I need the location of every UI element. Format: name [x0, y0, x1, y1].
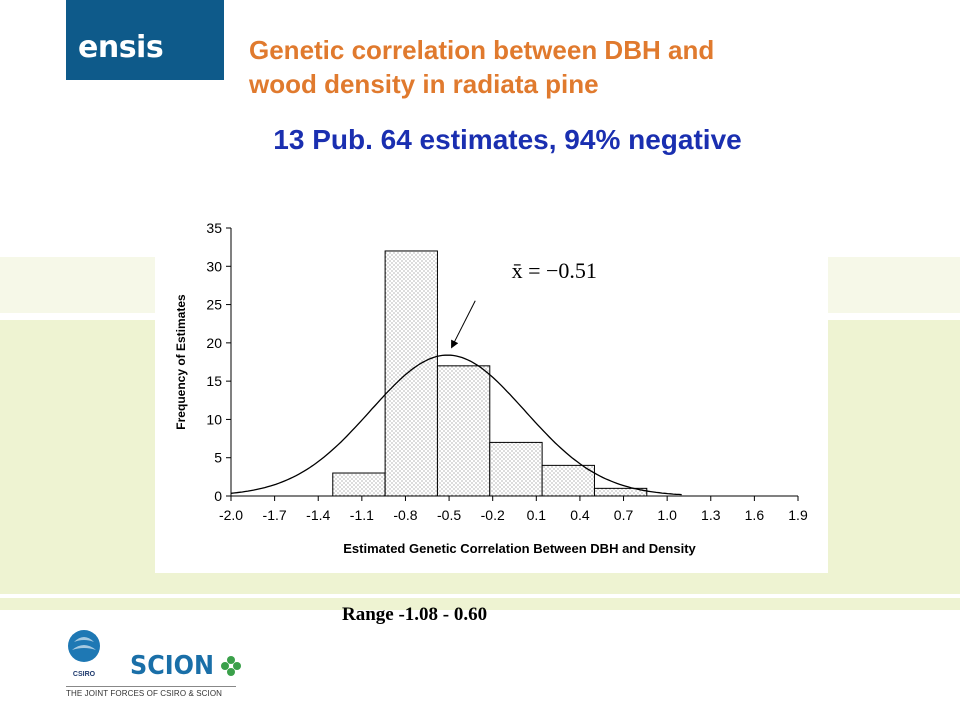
slide-title: Genetic correlation between DBH and wood…	[249, 33, 849, 101]
slide-subtitle: 13 Pub. 64 estimates, 94% negative	[273, 124, 742, 155]
histogram-bar	[541, 464, 595, 497]
x-tick-label: -1.4	[306, 507, 330, 523]
mean-annotation-arrow	[451, 300, 476, 349]
csiro-logo-text: CSIRO	[73, 671, 96, 678]
x-tick-label: 0.7	[614, 507, 634, 523]
y-tick-label: 5	[214, 450, 222, 466]
x-tick-label: -0.5	[437, 507, 461, 523]
mean-annotation: x̄ = −0.51	[512, 258, 597, 283]
slide-title-line2: wood density in radiata pine	[249, 69, 599, 99]
y-tick-label: 20	[206, 335, 222, 351]
histogram-bar	[436, 365, 491, 497]
x-axis-label: Estimated Genetic Correlation Between DB…	[343, 541, 696, 556]
joint-forces-text: THE JOINT FORCES OF CSIRO & SCION	[66, 689, 223, 698]
histogram-panel: 0 5 10 15 20 25 30 35 -2.0 -1.7 -1.4 -1.1 -0.8 -0.5-…	[155, 210, 828, 573]
x-tick-label: -0.8	[393, 507, 417, 523]
normal-curve	[230, 354, 682, 496]
clover-icon	[221, 656, 241, 676]
x-tick-label: 0.1	[527, 507, 547, 523]
scion-logo: SCION	[130, 651, 241, 681]
range-text: Range -1.08 - 0.60	[342, 604, 488, 625]
x-tick-labels: -2.0 -1.7 -1.4 -1.1 -0.8 -0.5 -0.2 0.1 0.4 0.7 1.0…	[219, 507, 808, 523]
y-tick-label: 0	[214, 488, 222, 504]
x-tick-label: 1.3	[701, 507, 721, 523]
histogram-bar	[489, 441, 543, 497]
background-band-thin	[0, 598, 960, 610]
y-tick-labels: 0 5 10 15 20 25 30 35	[206, 220, 222, 504]
chart-axes	[226, 227, 799, 501]
x-tick-label: -1.1	[350, 507, 374, 523]
x-tick-label: 0.4	[570, 507, 590, 523]
scion-logo-text: SCION	[130, 651, 214, 681]
x-tick-label: -0.2	[481, 507, 505, 523]
histogram-bar	[332, 472, 386, 497]
x-tick-label: -1.7	[263, 507, 287, 523]
ensis-logo-text: ensis	[78, 30, 164, 65]
histogram-bars	[332, 250, 648, 497]
y-axis-label: Frequency of Estimates	[174, 294, 188, 430]
ensis-logo: ensis	[66, 0, 224, 80]
footer-divider	[66, 686, 236, 687]
y-tick-label: 35	[206, 220, 222, 236]
x-tick-label: 1.6	[745, 507, 765, 523]
x-tick-label: 1.9	[788, 507, 808, 523]
histogram-bar	[384, 250, 438, 497]
x-tick-label: 1.0	[657, 507, 677, 523]
y-tick-label: 15	[206, 373, 222, 389]
x-tick-label: -2.0	[219, 507, 243, 523]
y-tick-label: 25	[206, 297, 222, 313]
y-tick-label: 30	[206, 258, 222, 274]
slide-title-line1: Genetic correlation between DBH and	[249, 35, 715, 65]
csiro-logo: CSIRO	[68, 630, 100, 678]
y-tick-label: 10	[206, 411, 222, 427]
